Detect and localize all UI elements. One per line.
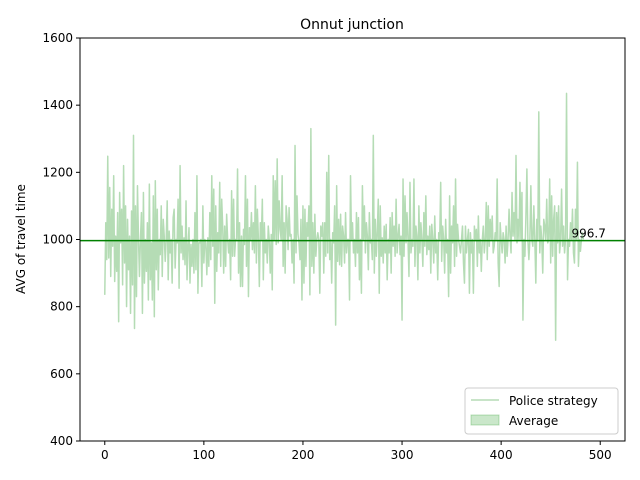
y-axis-ticks: 400 600 800 1000 1200 1400 1600 <box>42 31 80 448</box>
legend-label-police-strategy: Police strategy <box>509 394 598 408</box>
chart-title: Onnut junction <box>300 17 404 33</box>
x-tick-label: 200 <box>292 448 315 462</box>
y-tick-label: 1000 <box>42 233 73 247</box>
y-axis-label: AVG of travel time <box>14 184 28 294</box>
y-tick-label: 1200 <box>42 165 73 179</box>
legend-box <box>464 387 619 435</box>
plot-frame <box>79 37 626 442</box>
plot-series-group <box>104 92 585 341</box>
y-tick-label: 1600 <box>42 31 73 45</box>
x-tick-label: 300 <box>391 448 414 462</box>
y-tick-label: 800 <box>50 300 73 314</box>
x-tick-label: 500 <box>589 448 612 462</box>
x-tick-label: 0 <box>101 448 109 462</box>
legend-label-average: Average <box>509 414 558 428</box>
y-tick-label: 400 <box>50 434 73 448</box>
x-axis-ticks: 0 100 200 300 400 500 <box>101 441 612 462</box>
y-tick-label: 600 <box>50 367 73 381</box>
legend: Police strategy Average <box>464 387 619 435</box>
average-line-group: 996.7 <box>80 227 625 242</box>
x-tick-label: 100 <box>192 448 215 462</box>
average-value-label: 996.7 <box>571 227 605 241</box>
legend-swatch-average <box>470 414 500 426</box>
y-tick-label: 1400 <box>42 98 73 112</box>
series-line-0 <box>104 92 585 341</box>
x-tick-label: 400 <box>490 448 513 462</box>
